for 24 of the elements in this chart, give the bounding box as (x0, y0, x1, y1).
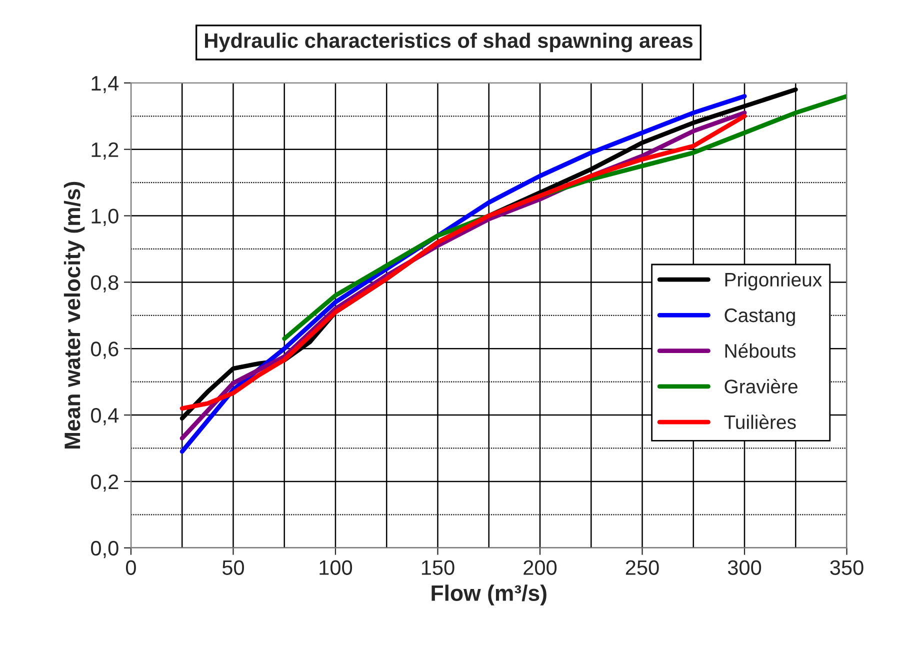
y-tick-label: 0,2 (91, 474, 118, 492)
y-tick-label: 1,2 (92, 142, 118, 160)
x-tick-label: 150 (422, 560, 454, 575)
x-tick-label: 100 (320, 560, 352, 575)
x-tick-label: 0 (126, 560, 136, 575)
y-tick-label: 0,8 (91, 275, 118, 292)
x-tick-label: 50 (222, 560, 244, 575)
legend-label: Gravière (724, 378, 798, 394)
chart-title: Hydraulic characteristics of shad spawning areas (205, 32, 693, 52)
y-tick-label: 1,4 (92, 76, 119, 94)
x-tick-label: 300 (728, 560, 762, 575)
y-tick-label: 0,6 (91, 342, 118, 359)
x-tick-label: 250 (626, 560, 659, 575)
legend-label: Castang (724, 308, 795, 326)
x-tick-label: 200 (524, 560, 557, 575)
y-axis-title: Mean water velocity (m/s) (64, 182, 85, 449)
legend-label: Tuilières (724, 414, 796, 430)
y-tick-label: 1,0 (92, 208, 118, 226)
legend-label: Prigonrieux (725, 272, 822, 290)
y-tick-label: 0,4 (91, 408, 119, 426)
y-tick-label: 0,0 (91, 540, 118, 558)
x-axis-title: Flow (m³/s) (432, 584, 546, 606)
legend-label: Nébouts (725, 343, 796, 358)
x-tick-label: 350 (830, 560, 864, 575)
